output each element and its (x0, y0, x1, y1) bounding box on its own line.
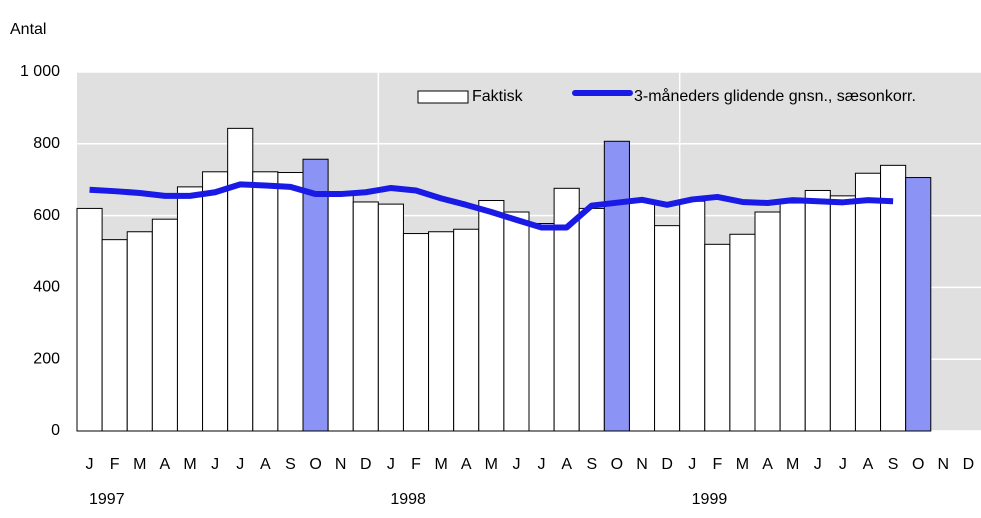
x-tick-label: S (285, 456, 296, 473)
x-tick-label: N (335, 456, 347, 473)
y-tick-label: 600 (33, 207, 60, 224)
bar (126, 231, 153, 432)
bar (578, 207, 605, 432)
bar (804, 189, 831, 432)
bar (729, 233, 756, 432)
x-tick-label: M (133, 456, 146, 473)
bar (779, 202, 806, 432)
bar (377, 203, 404, 432)
x-tick-label: J (538, 456, 546, 473)
line (89, 181, 894, 231)
x-tick-label: A (160, 456, 171, 473)
bar (628, 200, 656, 432)
x-tick-label: M (183, 456, 196, 473)
bar (603, 140, 630, 432)
y-tick-label: 0 (51, 422, 60, 439)
x-tick-label: A (762, 456, 773, 473)
x-tick-label: J (236, 456, 244, 473)
bar (854, 172, 882, 432)
bar (302, 158, 329, 432)
bar (176, 186, 204, 432)
y-tick-label: 200 (33, 350, 60, 367)
bar (101, 239, 128, 432)
x-tick-label: O (611, 456, 623, 473)
y-tick-label: 1 000 (20, 63, 60, 80)
year-label: 1998 (390, 491, 426, 508)
x-tick-label: M (434, 456, 447, 473)
x-tick-label: O (309, 456, 321, 473)
x-tick-label: O (912, 456, 924, 473)
legend-label: Faktisk (472, 88, 524, 105)
x-tick-label: J (839, 456, 847, 473)
y-tick-label: 800 (33, 135, 60, 152)
bar (880, 164, 907, 432)
x-tick-label: N (938, 456, 950, 473)
year-label: 1997 (89, 491, 125, 508)
bar (453, 228, 480, 432)
bar (402, 233, 430, 432)
bar (327, 193, 354, 432)
bar (76, 207, 103, 432)
x-tick-label: A (561, 456, 572, 473)
bar (202, 171, 229, 432)
year-label: 1999 (692, 491, 728, 508)
x-tick-label: N (636, 456, 648, 473)
bar (528, 222, 555, 432)
x-tick-label: F (110, 456, 120, 473)
y-axis-label: Antal (10, 21, 46, 38)
x-tick-label: D (360, 456, 372, 473)
x-tick-label: F (411, 456, 421, 473)
bar (227, 127, 254, 432)
x-tick-label: A (461, 456, 472, 473)
x-tick-label: M (786, 456, 799, 473)
x-tick-label: J (814, 456, 822, 473)
bar (503, 211, 530, 432)
bar (277, 172, 304, 432)
bar (654, 225, 681, 432)
bar (252, 171, 279, 432)
legend-swatch (417, 90, 469, 104)
x-tick-label: J (688, 456, 696, 473)
bar (428, 231, 455, 432)
bar (905, 177, 932, 432)
x-tick-label: M (736, 456, 749, 473)
x-tick-label: A (863, 456, 874, 473)
x-tick-label: J (387, 456, 395, 473)
x-tick-label: A (260, 456, 271, 473)
x-tick-label: S (888, 456, 899, 473)
x-tick-label: J (86, 456, 94, 473)
x-tick-label: S (586, 456, 597, 473)
x-tick-label: J (512, 456, 520, 473)
x-tick-label: J (211, 456, 219, 473)
x-tick-label: D (963, 456, 975, 473)
bar (829, 195, 856, 432)
x-tick-label: F (712, 456, 722, 473)
bar (478, 200, 505, 432)
bar (754, 211, 781, 432)
bar (704, 243, 731, 432)
y-tick-label: 400 (33, 279, 60, 296)
bar (352, 201, 379, 432)
x-tick-label: M (485, 456, 498, 473)
bar (151, 218, 178, 432)
legend-label: 3-måneders glidende gnsn., sæsonkorr. (634, 87, 916, 105)
bar (679, 200, 706, 432)
x-tick-label: D (661, 456, 673, 473)
